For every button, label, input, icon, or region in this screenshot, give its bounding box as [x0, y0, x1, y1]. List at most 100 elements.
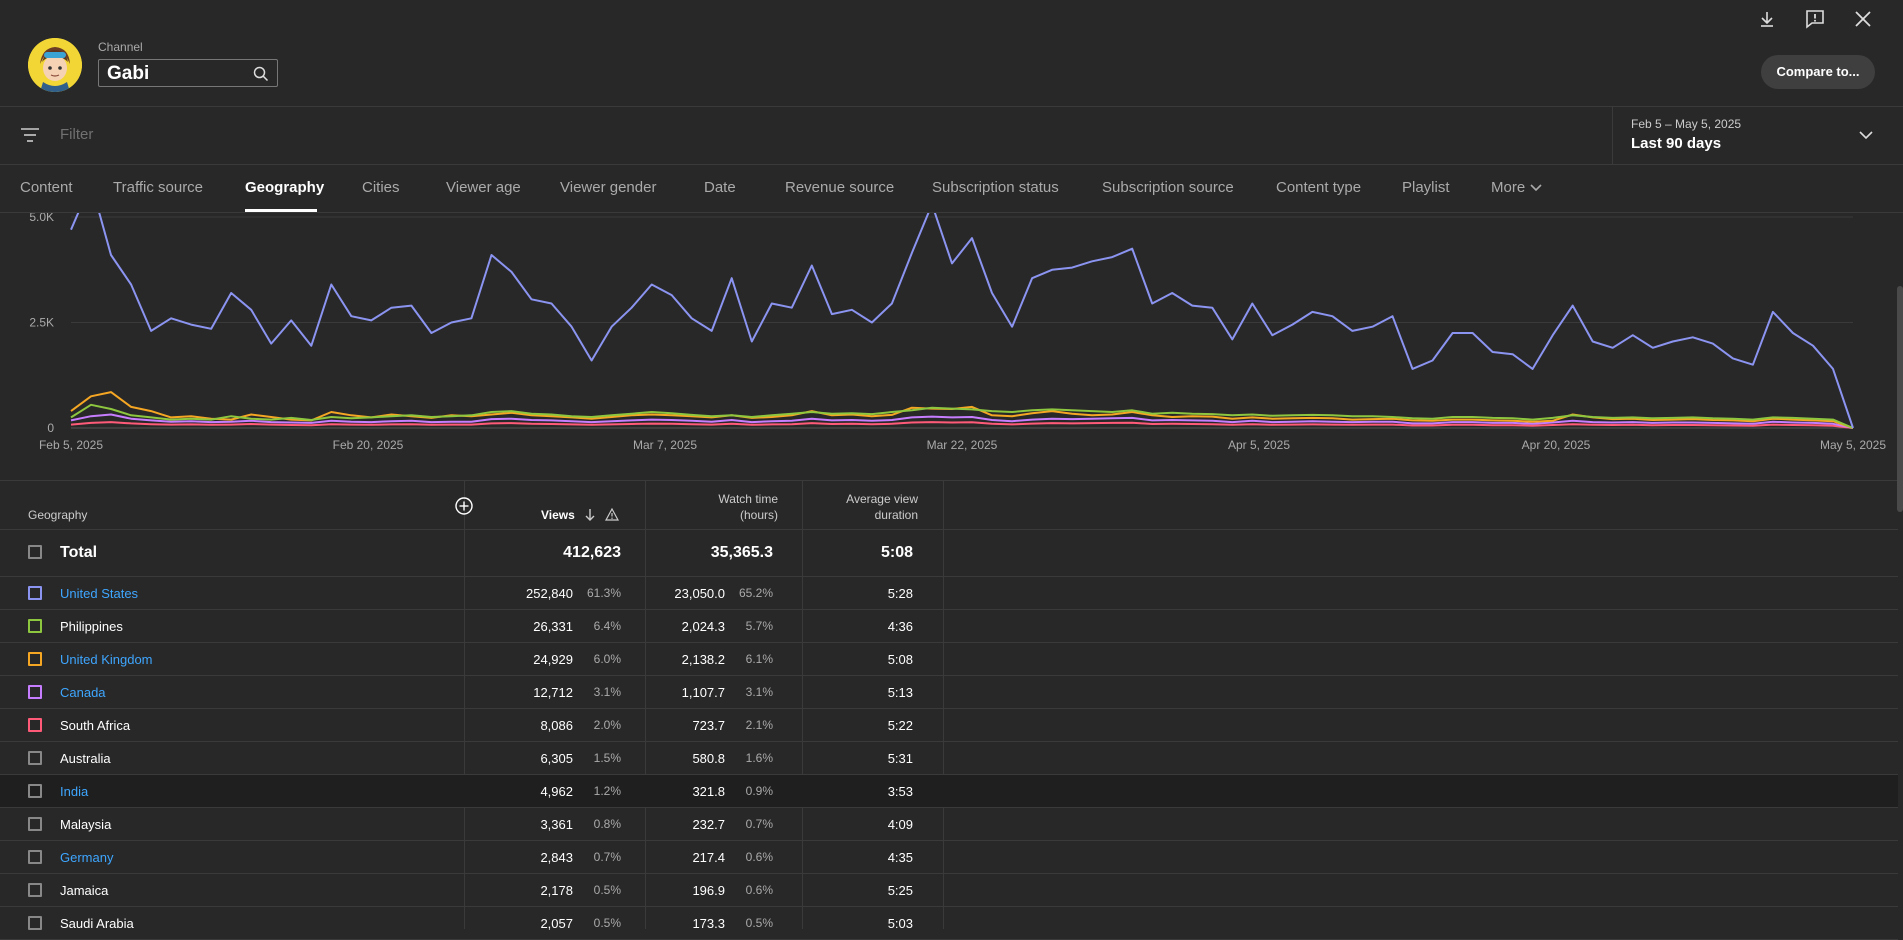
table-row[interactable]: United Kingdom 24,929 6.0% 2,138.2 6.1% 5:08 — [0, 643, 1898, 676]
warning-icon[interactable] — [605, 508, 619, 521]
watch-time-percent: 1.6% — [745, 751, 773, 765]
row-checkbox[interactable] — [28, 784, 42, 798]
avg-duration-value: 4:09 — [887, 817, 913, 832]
dimension-tabs: Content Traffic source Geography Cities … — [0, 165, 1903, 213]
tab-content[interactable]: Content — [20, 179, 73, 196]
header-avg-line2: duration — [874, 508, 918, 522]
views-percent: 0.7% — [593, 850, 621, 864]
close-icon[interactable] — [1852, 8, 1874, 30]
views-value: 26,331 — [533, 619, 573, 634]
country-name[interactable]: United Kingdom — [60, 652, 153, 667]
download-icon[interactable] — [1756, 8, 1778, 30]
total-avg-duration: 5:08 — [880, 544, 913, 561]
watch-time-value: 2,024.3 — [681, 619, 725, 634]
watch-time-value: 321.8 — [692, 784, 725, 799]
country-name[interactable]: Germany — [60, 850, 114, 865]
row-checkbox[interactable] — [28, 817, 42, 831]
row-checkbox[interactable] — [28, 652, 42, 666]
avg-duration-value: 5:28 — [887, 586, 913, 601]
tab-date[interactable]: Date — [704, 179, 736, 196]
watch-time-percent: 5.7% — [745, 619, 773, 633]
tab-revenue-source[interactable]: Revenue source — [785, 179, 895, 196]
table-row[interactable]: Saudi Arabia 2,057 0.5% 173.3 0.5% 5:03 — [0, 907, 1898, 940]
header-watch-time[interactable]: Watch time (hours) — [718, 491, 778, 523]
compare-button[interactable]: Compare to... — [1761, 55, 1875, 89]
tab-viewer-gender[interactable]: Viewer gender — [560, 179, 657, 196]
table-row[interactable]: Malaysia 3,361 0.8% 232.7 0.7% 4:09 — [0, 808, 1898, 841]
row-checkbox[interactable] — [28, 751, 42, 765]
country-name[interactable]: United States — [60, 586, 139, 601]
watch-time-percent: 6.1% — [745, 652, 773, 666]
views-percent: 61.3% — [586, 586, 621, 600]
date-range-picker[interactable]: Feb 5 – May 5, 2025 Last 90 days — [1612, 107, 1903, 164]
table-row[interactable]: United States 252,840 61.3% 23,050.0 65.2% 5:… — [0, 577, 1898, 610]
table-row[interactable]: South Africa 8,086 2.0% 723.7 2.1% 5:22 — [0, 709, 1898, 742]
sort-down-icon[interactable] — [584, 508, 596, 522]
header-watch-time-line2: (hours) — [739, 508, 778, 522]
avg-duration-value: 4:35 — [887, 850, 913, 865]
avg-duration-value: 5:25 — [887, 883, 913, 898]
country-name: Australia — [60, 751, 111, 766]
series-line[interactable] — [70, 403, 1854, 429]
series-line[interactable] — [70, 213, 1854, 429]
scrollbar[interactable] — [1897, 286, 1903, 512]
geography-table: Geography Views Watch time (hours) Avera… — [0, 480, 1903, 940]
tab-subscription-status[interactable]: Subscription status — [932, 179, 1059, 196]
search-icon[interactable] — [253, 66, 269, 82]
header-geography[interactable]: Geography — [28, 508, 88, 522]
views-percent: 0.5% — [593, 916, 621, 930]
country-name[interactable]: India — [60, 784, 89, 799]
channel-selector[interactable]: Gabi — [98, 59, 278, 87]
tab-content-type[interactable]: Content type — [1276, 179, 1362, 196]
add-column-icon[interactable] — [455, 497, 473, 515]
watch-time-value: 2,138.2 — [681, 652, 725, 667]
header-watch-time-line1: Watch time — [718, 492, 778, 506]
filter-input[interactable]: Filter — [60, 126, 94, 143]
watch-time-percent: 2.1% — [745, 718, 773, 732]
views-percent: 0.8% — [593, 817, 621, 831]
channel-avatar[interactable] — [28, 38, 82, 92]
table-row[interactable]: Philippines 26,331 6.4% 2,024.3 5.7% 4:36 — [0, 610, 1898, 643]
views-percent: 6.4% — [593, 619, 621, 633]
header-average-view-duration[interactable]: Average view duration — [846, 491, 918, 523]
row-checkbox[interactable] — [28, 883, 42, 897]
tab-geography[interactable]: Geography — [245, 179, 325, 196]
total-checkbox[interactable] — [28, 545, 42, 559]
column-divider — [802, 481, 803, 929]
table-row[interactable]: Canada 12,712 3.1% 1,107.7 3.1% 5:13 — [0, 676, 1898, 709]
feedback-icon[interactable] — [1804, 8, 1826, 30]
header-views[interactable]: Views — [541, 508, 575, 522]
column-divider — [464, 481, 465, 929]
views-value: 2,057 — [540, 916, 573, 931]
views-percent: 0.5% — [593, 883, 621, 897]
row-checkbox[interactable] — [28, 619, 42, 633]
table-row[interactable]: Jamaica 2,178 0.5% 196.9 0.6% 5:25 — [0, 874, 1898, 907]
tab-traffic-source[interactable]: Traffic source — [113, 179, 204, 196]
views-value: 6,305 — [540, 751, 573, 766]
tab-viewer-age[interactable]: Viewer age — [446, 179, 521, 196]
tab-cities[interactable]: Cities — [362, 179, 400, 196]
avg-duration-value: 3:53 — [887, 784, 913, 799]
watch-time-value: 173.3 — [692, 916, 725, 931]
row-checkbox[interactable] — [28, 586, 42, 600]
row-checkbox[interactable] — [28, 685, 42, 699]
table-row[interactable]: India 4,962 1.2% 321.8 0.9% 3:53 — [0, 775, 1898, 808]
total-label: Total — [60, 544, 98, 561]
filter-bar: Filter Feb 5 – May 5, 2025 Last 90 days — [0, 107, 1903, 165]
row-checkbox[interactable] — [28, 718, 42, 732]
row-checkbox[interactable] — [28, 850, 42, 864]
views-value: 8,086 — [540, 718, 573, 733]
column-divider — [645, 481, 646, 929]
country-name[interactable]: Canada — [60, 685, 106, 700]
filter-icon[interactable] — [20, 127, 40, 143]
tab-subscription-source[interactable]: Subscription source — [1102, 179, 1234, 196]
table-row[interactable]: Germany 2,843 0.7% 217.4 0.6% 4:35 — [0, 841, 1898, 874]
series-line[interactable] — [70, 421, 1854, 429]
tab-playlist[interactable]: Playlist — [1402, 179, 1450, 196]
tab-more[interactable]: More — [1491, 179, 1543, 196]
watch-time-value: 196.9 — [692, 883, 725, 898]
series-line[interactable] — [70, 413, 1854, 429]
y-tick-label: 2.5K — [29, 316, 54, 330]
chevron-down-icon — [1530, 184, 1542, 192]
table-row[interactable]: Australia 6,305 1.5% 580.8 1.6% 5:31 — [0, 742, 1898, 775]
